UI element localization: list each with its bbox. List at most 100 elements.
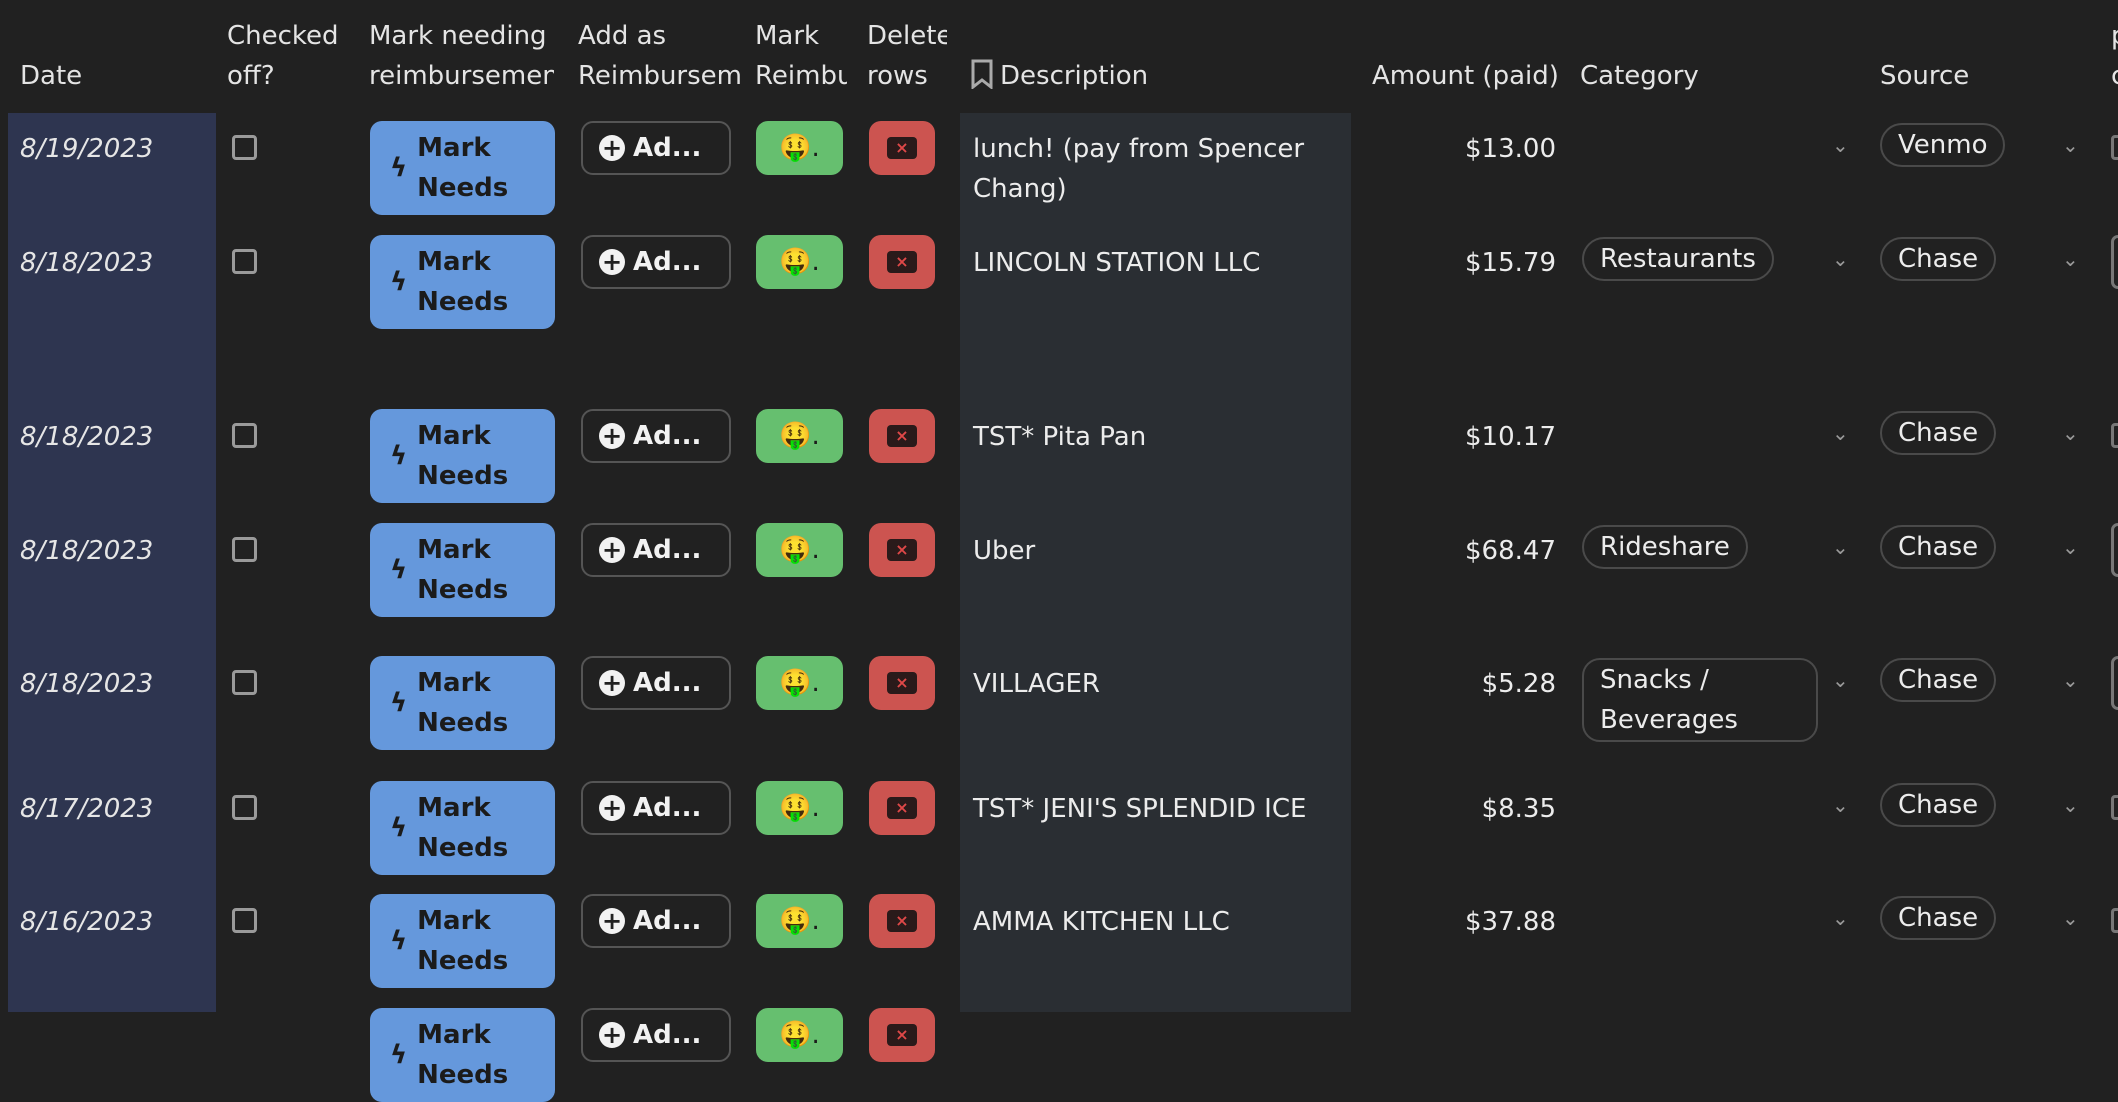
- header-partial[interactable]: pc: [2111, 16, 2118, 96]
- category-chevron-down-icon[interactable]: ⌄: [1832, 793, 1849, 817]
- date-cell[interactable]: 8/18/2023: [20, 248, 154, 278]
- checked-off-checkbox[interactable]: [232, 537, 257, 562]
- mark-reimbursed-button[interactable]: 🤑.: [756, 523, 843, 577]
- amount-cell[interactable]: $13.00: [1465, 134, 1556, 164]
- delete-row-button[interactable]: ×: [869, 656, 935, 710]
- source-chevron-down-icon[interactable]: ⌄: [2062, 535, 2079, 559]
- date-cell[interactable]: 8/18/2023: [20, 422, 154, 452]
- description-cell[interactable]: LINCOLN STATION LLC: [973, 248, 1261, 278]
- mark-needs-button[interactable]: ϟ Mark Needs: [370, 523, 555, 617]
- add-reimbursement-button[interactable]: + Ad...: [581, 1008, 731, 1062]
- mark-reimbursed-button[interactable]: 🤑.: [756, 781, 843, 835]
- partial-column-cell[interactable]: [2111, 656, 2118, 710]
- checked-off-checkbox[interactable]: [232, 135, 257, 160]
- source-pill[interactable]: Chase: [1880, 783, 1997, 827]
- checked-off-checkbox[interactable]: [232, 908, 257, 933]
- header-description[interactable]: Description: [970, 56, 1148, 96]
- amount-cell[interactable]: $10.17: [1465, 422, 1556, 452]
- add-reimbursement-button[interactable]: + Ad...: [581, 121, 731, 175]
- amount-cell[interactable]: $5.28: [1481, 669, 1556, 699]
- source-chevron-down-icon[interactable]: ⌄: [2062, 793, 2079, 817]
- header-date[interactable]: Date: [20, 61, 83, 91]
- mark-needs-button[interactable]: ϟ Mark Needs: [370, 894, 555, 988]
- partial-column-cell[interactable]: [2111, 908, 2118, 933]
- source-pill[interactable]: Chase: [1880, 411, 1997, 455]
- source-chevron-down-icon[interactable]: ⌄: [2062, 668, 2079, 692]
- source-pill[interactable]: Venmo: [1880, 123, 2006, 167]
- mark-needs-button[interactable]: ϟ Mark Needs: [370, 1008, 555, 1102]
- category-chevron-down-icon[interactable]: ⌄: [1832, 133, 1849, 157]
- checked-off-checkbox[interactable]: [232, 795, 257, 820]
- source-chevron-down-icon[interactable]: ⌄: [2062, 133, 2079, 157]
- description-cell[interactable]: TST* JENI'S SPLENDID ICE: [973, 794, 1307, 824]
- header-category[interactable]: Category: [1580, 61, 1699, 91]
- amount-cell[interactable]: $15.79: [1465, 248, 1556, 278]
- add-reimbursement-button[interactable]: + Ad...: [581, 235, 731, 289]
- add-reimbursement-button[interactable]: + Ad...: [581, 523, 731, 577]
- mark-reimbursed-button[interactable]: 🤑.: [756, 1008, 843, 1062]
- partial-column-cell[interactable]: [2111, 423, 2118, 448]
- description-cell[interactable]: Uber: [973, 536, 1036, 566]
- delete-row-button[interactable]: ×: [869, 523, 935, 577]
- amount-cell[interactable]: $37.88: [1465, 907, 1556, 937]
- description-cell[interactable]: TST* Pita Pan: [973, 422, 1147, 452]
- add-reimbursement-button[interactable]: + Ad...: [581, 894, 731, 948]
- header-mark-needing[interactable]: Mark needing reimbursemen: [369, 16, 554, 96]
- source-pill[interactable]: Chase: [1880, 896, 1997, 940]
- source-chevron-down-icon[interactable]: ⌄: [2062, 247, 2079, 271]
- add-reimbursement-button[interactable]: + Ad...: [581, 781, 731, 835]
- mark-reimbursed-button[interactable]: 🤑.: [756, 235, 843, 289]
- source-chevron-down-icon[interactable]: ⌄: [2062, 421, 2079, 445]
- source-pill[interactable]: Chase: [1880, 237, 1997, 281]
- source-pill[interactable]: Chase: [1880, 525, 1997, 569]
- partial-column-cell[interactable]: [2111, 523, 2118, 577]
- amount-cell[interactable]: $8.35: [1481, 794, 1556, 824]
- mark-needs-button[interactable]: ϟ Mark Needs: [370, 409, 555, 503]
- source-pill[interactable]: Chase: [1880, 658, 1997, 702]
- header-mark-reimbursed[interactable]: Mark Reimbu: [755, 16, 847, 96]
- amount-cell[interactable]: $68.47: [1465, 536, 1556, 566]
- add-reimbursement-button[interactable]: + Ad...: [581, 656, 731, 710]
- date-cell[interactable]: 8/18/2023: [20, 536, 154, 566]
- source-chevron-down-icon[interactable]: ⌄: [2062, 906, 2079, 930]
- partial-column-cell[interactable]: [2111, 235, 2118, 289]
- mark-reimbursed-button[interactable]: 🤑.: [756, 409, 843, 463]
- category-chevron-down-icon[interactable]: ⌄: [1832, 906, 1849, 930]
- date-cell[interactable]: 8/19/2023: [20, 134, 154, 164]
- category-chevron-down-icon[interactable]: ⌄: [1832, 535, 1849, 559]
- category-pill[interactable]: Snacks / Beverages: [1582, 658, 1818, 742]
- category-pill[interactable]: Restaurants: [1582, 237, 1774, 281]
- mark-needs-button[interactable]: ϟ Mark Needs: [370, 121, 555, 215]
- mark-needs-button[interactable]: ϟ Mark Needs: [370, 235, 555, 329]
- header-source[interactable]: Source: [1880, 61, 1970, 91]
- delete-row-button[interactable]: ×: [869, 409, 935, 463]
- description-cell[interactable]: AMMA KITCHEN LLC: [973, 907, 1230, 937]
- delete-row-button[interactable]: ×: [869, 781, 935, 835]
- checked-off-checkbox[interactable]: [232, 423, 257, 448]
- category-chevron-down-icon[interactable]: ⌄: [1832, 668, 1849, 692]
- description-cell[interactable]: lunch! (pay from Spencer Chang): [973, 134, 1305, 204]
- header-delete-rows[interactable]: Delete rows: [867, 16, 947, 96]
- checked-off-checkbox[interactable]: [232, 249, 257, 274]
- add-reimbursement-button[interactable]: + Ad...: [581, 409, 731, 463]
- date-cell[interactable]: 8/18/2023: [20, 669, 154, 699]
- delete-row-button[interactable]: ×: [869, 121, 935, 175]
- date-cell[interactable]: 8/17/2023: [20, 794, 154, 824]
- delete-row-button[interactable]: ×: [869, 1008, 935, 1062]
- mark-reimbursed-button[interactable]: 🤑.: [756, 656, 843, 710]
- category-chevron-down-icon[interactable]: ⌄: [1832, 421, 1849, 445]
- mark-needs-button[interactable]: ϟ Mark Needs: [370, 781, 555, 875]
- partial-column-cell[interactable]: [2111, 795, 2118, 820]
- date-cell[interactable]: 8/16/2023: [20, 907, 154, 937]
- checked-off-checkbox[interactable]: [232, 670, 257, 695]
- category-chevron-down-icon[interactable]: ⌄: [1832, 247, 1849, 271]
- header-amount[interactable]: Amount (paid): [1372, 61, 1559, 91]
- mark-reimbursed-button[interactable]: 🤑.: [756, 894, 843, 948]
- mark-reimbursed-button[interactable]: 🤑.: [756, 121, 843, 175]
- delete-row-button[interactable]: ×: [869, 894, 935, 948]
- header-checked-off[interactable]: Checked off?: [227, 16, 362, 96]
- description-cell[interactable]: VILLAGER: [973, 669, 1100, 699]
- delete-row-button[interactable]: ×: [869, 235, 935, 289]
- partial-column-cell[interactable]: [2111, 135, 2118, 160]
- header-add-as[interactable]: Add as Reimbursem: [578, 16, 740, 96]
